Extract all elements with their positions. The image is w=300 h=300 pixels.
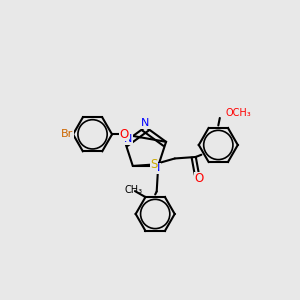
Text: CH₃: CH₃ (124, 184, 142, 195)
Text: OCH₃: OCH₃ (225, 109, 251, 118)
Text: O: O (194, 172, 203, 185)
Text: S: S (150, 158, 158, 171)
Text: N: N (152, 164, 160, 173)
Text: Br: Br (61, 129, 73, 139)
Text: O: O (119, 128, 129, 141)
Text: N: N (124, 134, 132, 144)
Text: N: N (141, 118, 150, 128)
